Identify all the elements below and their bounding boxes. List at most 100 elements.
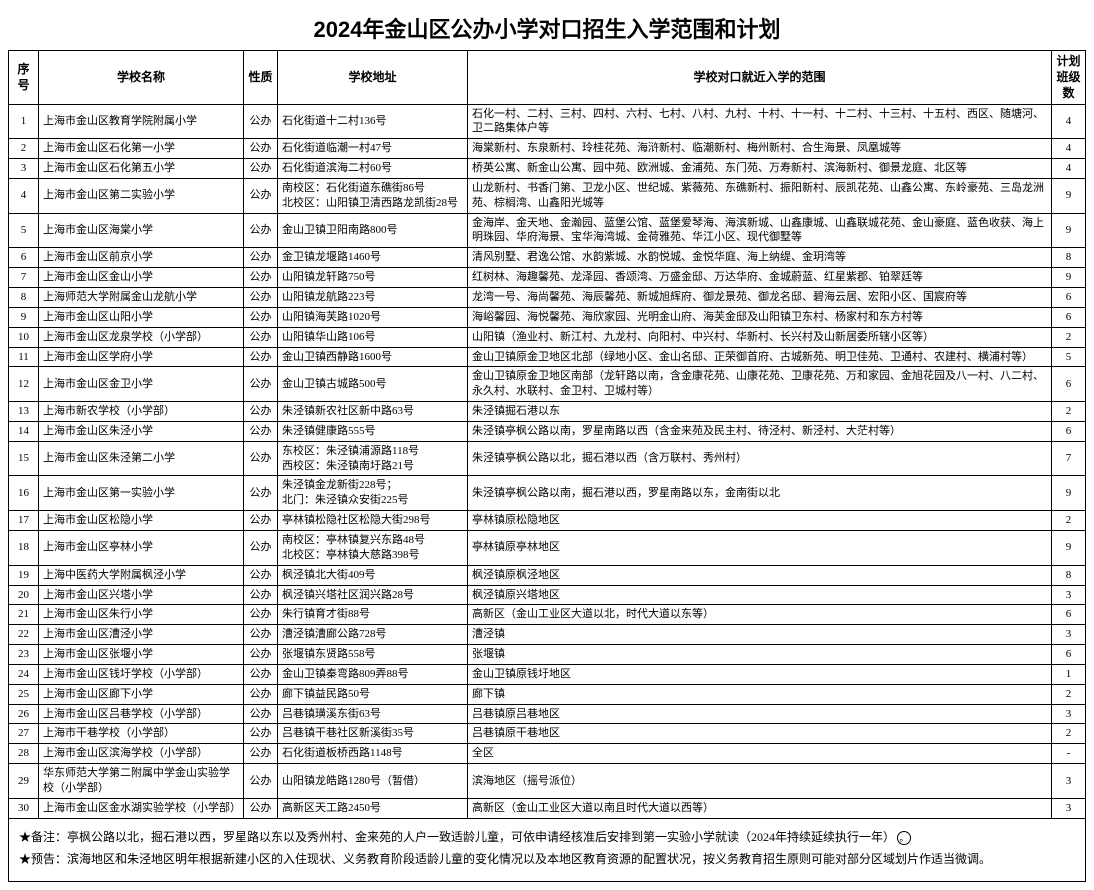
- cell-type: 公办: [244, 798, 278, 818]
- cell-idx: 18: [9, 530, 39, 565]
- cell-type: 公办: [244, 664, 278, 684]
- cell-addr: 朱泾镇金龙新街228号；北门：朱泾镇众安街225号: [278, 476, 468, 511]
- cell-name: 上海市金山区教育学院附属小学: [39, 104, 244, 139]
- table-row: 5上海市金山区海棠小学公办金山卫镇卫阳南路800号金海岸、金天地、金瀚园、蓝堡公…: [9, 213, 1086, 248]
- cell-addr: 亭林镇松隐社区松隐大街298号: [278, 511, 468, 531]
- cell-idx: 20: [9, 585, 39, 605]
- footnote-remark: ★备注：亭枫公路以北，掘石港以西，罗星路以东以及秀州村、金来苑的人户一致适龄儿童…: [19, 827, 1075, 847]
- table-row: 15上海市金山区朱泾第二小学公办东校区：朱泾镇浦源路118号西校区：朱泾镇南圩路…: [9, 441, 1086, 476]
- cell-idx: 27: [9, 724, 39, 744]
- cell-addr: 高新区天工路2450号: [278, 798, 468, 818]
- cell-plan: 9: [1052, 268, 1086, 288]
- cell-plan: 9: [1052, 213, 1086, 248]
- cell-name: 上海市金山区金水湖实验学校（小学部）: [39, 798, 244, 818]
- table-row: 22上海市金山区漕泾小学公办漕泾镇漕廊公路728号漕泾镇3: [9, 625, 1086, 645]
- cell-scope: 朱泾镇亭枫公路以南，罗星南路以西（含金来苑及民主村、待泾村、新泾村、大茫村等）: [468, 421, 1052, 441]
- th-addr: 学校地址: [278, 51, 468, 105]
- cell-plan: 9: [1052, 530, 1086, 565]
- cell-addr: 金山卫镇西静路1600号: [278, 347, 468, 367]
- cell-name: 上海市金山区朱泾第二小学: [39, 441, 244, 476]
- cell-idx: 4: [9, 178, 39, 213]
- cell-scope: 漕泾镇: [468, 625, 1052, 645]
- cell-scope: 金海岸、金天地、金瀚园、蓝堡公馆、蓝堡爱琴海、海滨新城、山鑫康城、山鑫联城花苑、…: [468, 213, 1052, 248]
- cell-addr: 枫泾镇兴塔社区润兴路28号: [278, 585, 468, 605]
- cell-scope: 石化一村、二村、三村、四村、六村、七村、八村、九村、十村、十一村、十二村、十三村…: [468, 104, 1052, 139]
- cell-scope: 清风别墅、君逸公馆、水韵紫城、水韵悦城、金悦华庭、海上纳缇、金玥湾等: [468, 248, 1052, 268]
- cell-idx: 26: [9, 704, 39, 724]
- cell-type: 公办: [244, 104, 278, 139]
- cell-idx: 23: [9, 645, 39, 665]
- cell-plan: 4: [1052, 104, 1086, 139]
- cell-name: 上海市金山区滨海学校（小学部）: [39, 744, 244, 764]
- cell-idx: 3: [9, 159, 39, 179]
- cell-addr: 南校区：亭林镇复兴东路48号北校区：亭林镇大慈路398号: [278, 530, 468, 565]
- cell-addr: 石化街道滨海二村60号: [278, 159, 468, 179]
- cell-addr: 石化街道临潮一村47号: [278, 139, 468, 159]
- cell-type: 公办: [244, 421, 278, 441]
- table-row: 4上海市金山区第二实验小学公办南校区：石化街道东礁街86号北校区：山阳镇卫清西路…: [9, 178, 1086, 213]
- cell-plan: 6: [1052, 605, 1086, 625]
- cell-scope: 吕巷镇原吕巷地区: [468, 704, 1052, 724]
- table-row: 25上海市金山区廊下小学公办廊下镇益民路50号廊下镇2: [9, 684, 1086, 704]
- cell-idx: 10: [9, 327, 39, 347]
- cell-name: 华东师范大学第二附属中学金山实验学校（小学部）: [39, 764, 244, 799]
- cell-idx: 25: [9, 684, 39, 704]
- table-row: 8上海师范大学附属金山龙航小学公办山阳镇龙航路223号龙湾一号、海尚馨苑、海辰馨…: [9, 288, 1086, 308]
- cell-name: 上海市新农学校（小学部）: [39, 402, 244, 422]
- cell-plan: 6: [1052, 421, 1086, 441]
- cell-scope: 龙湾一号、海尚馨苑、海辰馨苑、新城旭辉府、御龙景苑、御龙名邸、碧海云居、宏阳小区…: [468, 288, 1052, 308]
- th-type: 性质: [244, 51, 278, 105]
- cell-type: 公办: [244, 625, 278, 645]
- cell-idx: 21: [9, 605, 39, 625]
- cell-type: 公办: [244, 159, 278, 179]
- cell-plan: 7: [1052, 441, 1086, 476]
- footnotes: ★备注：亭枫公路以北，掘石港以西，罗星路以东以及秀州村、金来苑的人户一致适龄儿童…: [8, 819, 1086, 883]
- table-row: 18上海市金山区亭林小学公办南校区：亭林镇复兴东路48号北校区：亭林镇大慈路39…: [9, 530, 1086, 565]
- cell-type: 公办: [244, 288, 278, 308]
- cell-idx: 6: [9, 248, 39, 268]
- table-row: 3上海市金山区石化第五小学公办石化街道滨海二村60号桥英公寓、新金山公寓、园中苑…: [9, 159, 1086, 179]
- cell-idx: 2: [9, 139, 39, 159]
- cell-addr: 吕巷镇璜溪东街63号: [278, 704, 468, 724]
- cell-addr: 张堰镇东贤路558号: [278, 645, 468, 665]
- cell-addr: 廊下镇益民路50号: [278, 684, 468, 704]
- cell-addr: 金卫镇龙堰路1460号: [278, 248, 468, 268]
- cell-plan: 8: [1052, 565, 1086, 585]
- cell-plan: 2: [1052, 402, 1086, 422]
- cell-type: 公办: [244, 704, 278, 724]
- cell-idx: 7: [9, 268, 39, 288]
- cell-name: 上海市金山区漕泾小学: [39, 625, 244, 645]
- cell-addr: 山阳镇海芙路1020号: [278, 307, 468, 327]
- cell-idx: 30: [9, 798, 39, 818]
- cell-name: 上海市金山区钱圩学校（小学部）: [39, 664, 244, 684]
- cell-name: 上海市金山区海棠小学: [39, 213, 244, 248]
- cell-scope: 朱泾镇掘石港以东: [468, 402, 1052, 422]
- cell-scope: 桥英公寓、新金山公寓、园中苑、欧洲城、金浦苑、东门苑、万寿新村、滨海新村、御景龙…: [468, 159, 1052, 179]
- cell-type: 公办: [244, 402, 278, 422]
- cell-addr: 山阳镇龙航路223号: [278, 288, 468, 308]
- cell-plan: 3: [1052, 798, 1086, 818]
- cell-scope: 金山卫镇原金卫地区南部（龙轩路以南，含金康花苑、山康花苑、卫康花苑、万和家园、金…: [468, 367, 1052, 402]
- cell-type: 公办: [244, 744, 278, 764]
- cell-scope: 亭林镇原松隐地区: [468, 511, 1052, 531]
- cell-scope: 枫泾镇原兴塔地区: [468, 585, 1052, 605]
- cell-scope: 山阳镇（渔业村、新江村、九龙村、向阳村、中兴村、华新村、长兴村及山新居委所辖小区…: [468, 327, 1052, 347]
- table-row: 12上海市金山区金卫小学公办金山卫镇古城路500号金山卫镇原金卫地区南部（龙轩路…: [9, 367, 1086, 402]
- cell-addr: 金山卫镇古城路500号: [278, 367, 468, 402]
- cell-name: 上海市金山区前京小学: [39, 248, 244, 268]
- cell-plan: 6: [1052, 645, 1086, 665]
- cell-idx: 28: [9, 744, 39, 764]
- table-row: 6上海市金山区前京小学公办金卫镇龙堰路1460号清风别墅、君逸公馆、水韵紫城、水…: [9, 248, 1086, 268]
- cell-plan: 6: [1052, 307, 1086, 327]
- cell-name: 上海市金山区吕巷学校（小学部）: [39, 704, 244, 724]
- enrollment-table: 序号 学校名称 性质 学校地址 学校对口就近入学的范围 计划班级数 1上海市金山…: [8, 50, 1086, 819]
- cell-type: 公办: [244, 248, 278, 268]
- cell-name: 上海市金山区亭林小学: [39, 530, 244, 565]
- cell-name: 上海市金山区学府小学: [39, 347, 244, 367]
- cell-name: 上海市金山区兴塔小学: [39, 585, 244, 605]
- cell-addr: 金山卫镇秦弯路809弄88号: [278, 664, 468, 684]
- table-row: 16上海市金山区第一实验小学公办朱泾镇金龙新街228号；北门：朱泾镇众安街225…: [9, 476, 1086, 511]
- cell-scope: 亭林镇原亭林地区: [468, 530, 1052, 565]
- cell-scope: 张堰镇: [468, 645, 1052, 665]
- cell-addr: 朱行镇育才街88号: [278, 605, 468, 625]
